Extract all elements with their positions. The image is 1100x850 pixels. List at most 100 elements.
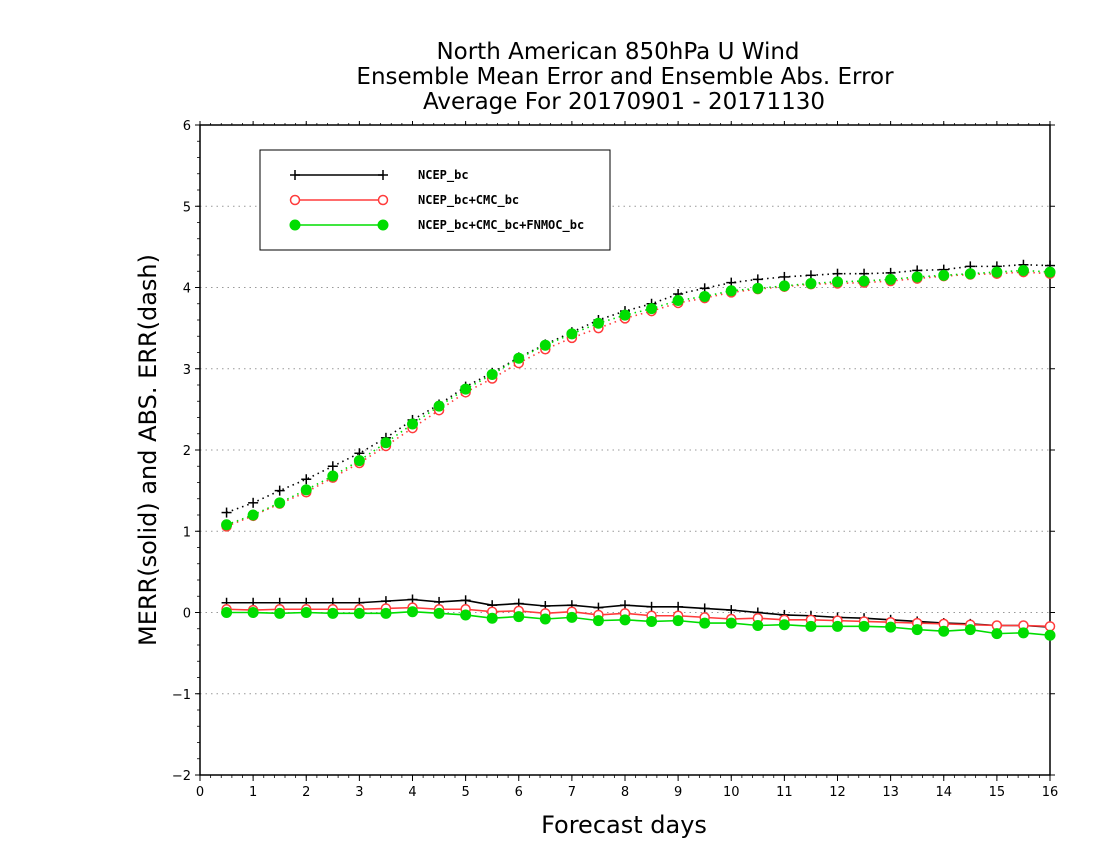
abs-error-point xyxy=(248,497,259,508)
x-tick-label: 10 xyxy=(723,785,740,800)
legend-marker-end xyxy=(377,194,389,206)
mean-error-point xyxy=(247,607,259,618)
abs-error-point xyxy=(672,295,684,306)
mean-error-point xyxy=(407,606,418,618)
mean-error-point xyxy=(433,607,445,619)
mean-error-point xyxy=(1044,621,1056,632)
abs-error-point xyxy=(779,271,790,282)
mean-error-point xyxy=(778,619,790,631)
abs-error-point xyxy=(407,418,418,430)
y-tick-label: −2 xyxy=(172,769,191,784)
x-tick-label: 13 xyxy=(882,785,899,800)
abs-error-point xyxy=(380,437,392,449)
x-tick-label: 8 xyxy=(621,785,629,800)
abs-error-point xyxy=(513,352,525,364)
abs-error-point xyxy=(911,271,923,283)
x-tick-label: 3 xyxy=(355,785,363,800)
mean-error-point xyxy=(1017,627,1029,639)
abs-error-point xyxy=(592,317,604,329)
x-tick-label: 7 xyxy=(568,785,576,800)
abs-error-line xyxy=(226,271,1051,528)
abs-error-point xyxy=(460,383,472,395)
abs-error-point xyxy=(327,470,339,482)
abs-error-point xyxy=(725,285,737,297)
x-tick-label: 11 xyxy=(776,785,793,800)
abs-error-point xyxy=(274,485,285,496)
mean-error-point xyxy=(699,603,710,614)
legend-marker-start xyxy=(289,219,301,231)
legend-label: NCEP_bc+CMC_bc+FNMOC_bc xyxy=(418,218,584,233)
abs-error-point xyxy=(752,274,763,285)
abs-error-point xyxy=(619,309,631,321)
mean-error-point xyxy=(673,601,684,612)
y-tick-label: −1 xyxy=(172,688,191,703)
abs-error-point xyxy=(832,276,843,288)
legend-entry-1: NCEP_bc+CMC_bc xyxy=(289,193,519,208)
mean-error-point xyxy=(566,611,578,623)
abs-error-point xyxy=(486,368,498,380)
x-tick-label: 12 xyxy=(829,785,846,800)
x-tick-label: 5 xyxy=(461,785,469,800)
abs-error-point xyxy=(274,497,286,509)
mean-error-point xyxy=(911,624,923,636)
abs-error-point xyxy=(566,328,578,340)
title-line-2: Ensemble Mean Error and Ensemble Abs. Er… xyxy=(356,64,894,90)
x-tick-label: 6 xyxy=(515,785,523,800)
x-tick-label: 9 xyxy=(674,785,682,800)
abs-error-point xyxy=(247,509,259,521)
mean-error-point xyxy=(646,601,657,612)
y-tick-label: 0 xyxy=(183,607,191,622)
mean-error-point xyxy=(672,615,684,627)
mean-error-point xyxy=(885,621,897,633)
abs-error-point xyxy=(699,290,711,302)
series-0 xyxy=(221,259,1055,633)
mean-error-point xyxy=(752,620,764,631)
series-layer xyxy=(221,259,1056,641)
abs-error-point xyxy=(858,275,870,287)
mean-error-point xyxy=(726,605,737,616)
x-tick-label: 0 xyxy=(196,785,204,800)
abs-error-point xyxy=(778,280,790,292)
abs-error-point xyxy=(752,282,764,294)
y-tick-label: 3 xyxy=(183,363,191,378)
mean-error-point xyxy=(699,617,711,629)
mean-error-point xyxy=(938,625,950,637)
mean-error-point xyxy=(300,607,312,618)
mean-error-point xyxy=(592,615,604,627)
mean-error-point xyxy=(539,613,551,625)
y-tick-label: 2 xyxy=(183,444,191,459)
abs-error-point xyxy=(805,277,817,289)
legend-marker-end xyxy=(377,219,389,231)
y-tick-label: 4 xyxy=(183,282,191,297)
abs-error-point xyxy=(433,400,445,412)
legend-marker-end xyxy=(378,170,388,180)
x-tick-label: 16 xyxy=(1042,785,1059,800)
legend: NCEP_bc NCEP_bc+CMC_bc NCEP_bc+CMC_bc+FNMO… xyxy=(259,149,611,251)
title-line-1: North American 850hPa U Wind xyxy=(436,39,799,65)
x-tick-label: 4 xyxy=(408,785,416,800)
mean-error-point xyxy=(646,615,658,627)
mean-error-point xyxy=(619,614,631,626)
abs-error-point xyxy=(1017,264,1029,276)
mean-error-point xyxy=(725,617,737,629)
abs-error-point xyxy=(885,273,897,285)
mean-error-point xyxy=(353,607,365,619)
mean-error-point xyxy=(1044,629,1056,641)
series-2 xyxy=(221,264,1056,641)
chart-title: North American 850hPa U Wind Ensemble Me… xyxy=(356,39,894,115)
abs-error-line xyxy=(226,263,1051,514)
abs-error-point xyxy=(646,303,658,315)
abs-error-point xyxy=(938,269,950,281)
mean-error-point xyxy=(805,620,817,632)
legend-entry-2: NCEP_bc+CMC_bc+FNMOC_bc xyxy=(289,218,584,233)
mean-error-point xyxy=(832,620,843,632)
abs-error-point xyxy=(964,268,976,280)
mean-error-point xyxy=(486,612,498,624)
abs-error-point xyxy=(300,484,312,496)
legend-marker-start xyxy=(289,194,301,206)
x-tick-label: 15 xyxy=(989,785,1006,800)
legend-label: NCEP_bc xyxy=(418,168,469,183)
abs-error-point xyxy=(221,519,233,531)
abs-error-point xyxy=(327,461,338,472)
